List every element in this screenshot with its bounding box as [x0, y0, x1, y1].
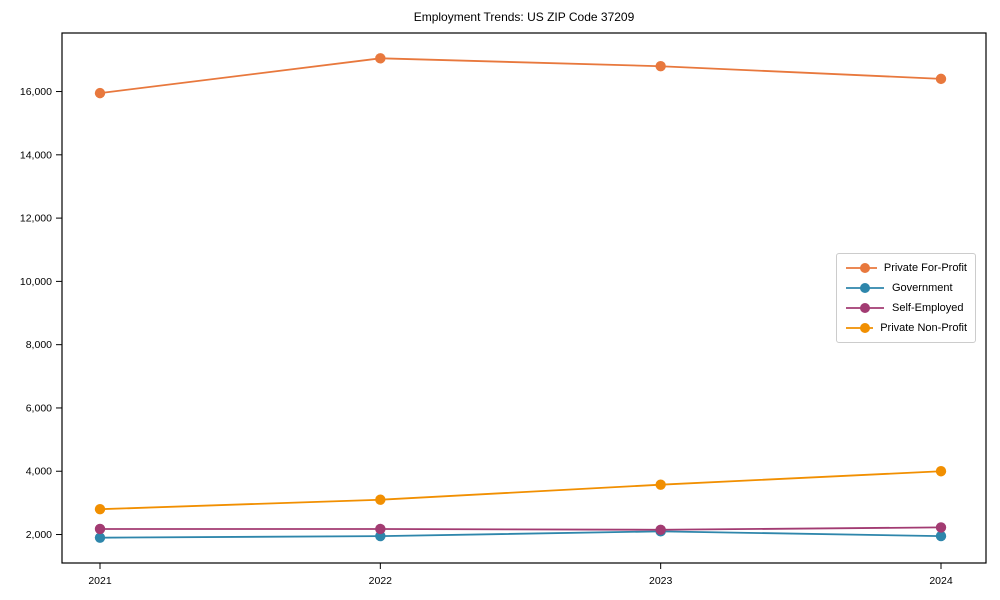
y-tick-label: 6,000	[26, 402, 52, 414]
y-tick-label: 10,000	[20, 276, 52, 288]
data-point-private-non-profit-2021	[94, 504, 106, 515]
data-point-private-for-profit-2021	[94, 87, 106, 99]
legend-entry-government: Government	[845, 280, 967, 296]
data-point-government-2022	[375, 530, 386, 542]
legend-label: Private Non-Profit	[880, 322, 967, 334]
y-tick-label: 4,000	[26, 466, 52, 478]
y-tick-label: 16,000	[20, 86, 52, 98]
plot-border	[61, 32, 987, 564]
legend-entry-private-non-profit: Private Non-Profit	[845, 320, 967, 336]
legend-line-marker-icon	[846, 263, 877, 273]
legend-entry-self-employed: Self-Employed	[845, 300, 967, 316]
series-line-private-non-profit	[99, 470, 942, 511]
data-point-private-non-profit-2023	[655, 479, 666, 490]
y-tick-label: 8,000	[26, 339, 52, 351]
legend-line-marker-icon	[846, 323, 874, 333]
data-point-private-non-profit-2022	[375, 494, 386, 505]
series-line-self-employed	[100, 526, 942, 531]
data-point-private-for-profit-2024	[935, 73, 947, 85]
y-tick-label: 2,000	[26, 529, 52, 541]
data-point-self-employed-2021	[94, 523, 106, 535]
legend-label: Private For-Profit	[883, 262, 967, 274]
data-point-self-employed-2023	[655, 524, 666, 535]
legend-label: Self-Employed	[892, 302, 964, 314]
data-point-self-employed-2024	[935, 522, 947, 533]
data-point-private-non-profit-2024	[935, 466, 947, 477]
x-tick-label: 2023	[649, 575, 673, 587]
series-line-government	[99, 530, 942, 539]
chart-title: Employment Trends: US ZIP Code 37209	[413, 10, 635, 24]
data-point-private-for-profit-2022	[375, 53, 386, 64]
data-point-private-for-profit-2023	[655, 61, 666, 72]
x-tick-label: 2021	[88, 575, 112, 587]
legend: Private For-Profit Government Self-Employe…	[836, 253, 976, 343]
data-point-self-employed-2022	[375, 523, 386, 535]
data-point-government-2021	[94, 532, 106, 543]
legend-entry-private-for-profit: Private For-Profit	[845, 260, 967, 276]
y-tick-label: 12,000	[20, 213, 52, 225]
series-line-private-for-profit	[99, 57, 942, 95]
x-tick-label: 2022	[369, 575, 393, 587]
data-point-government-2024	[935, 530, 947, 542]
y-tick-label: 14,000	[20, 149, 52, 161]
legend-label: Government	[892, 282, 953, 294]
legend-line-marker-icon	[846, 303, 884, 313]
x-tick-label: 2024	[929, 575, 953, 587]
legend-line-marker-icon	[846, 283, 884, 293]
